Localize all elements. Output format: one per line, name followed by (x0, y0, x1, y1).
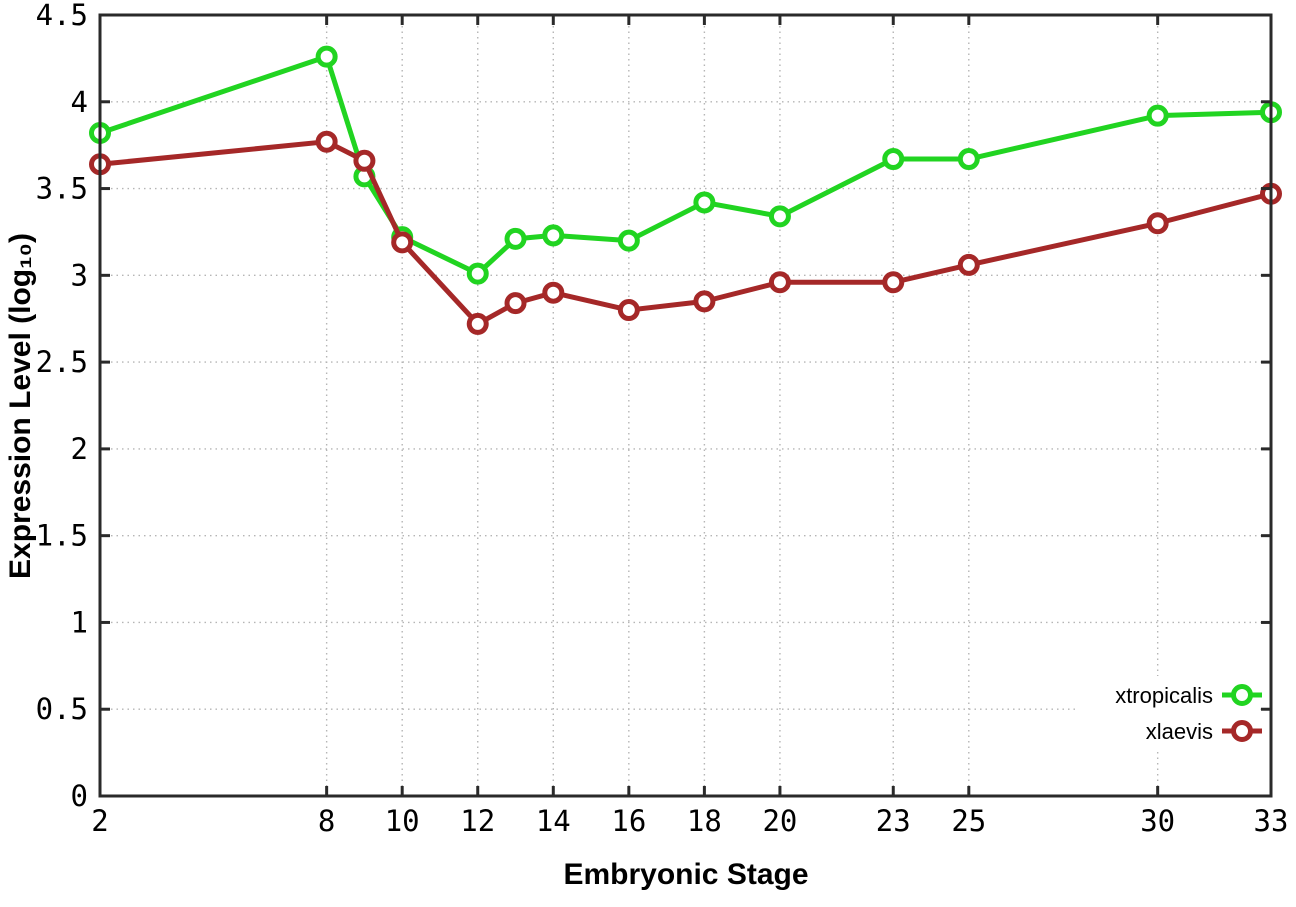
data-point-xlaevis (617, 299, 640, 322)
y-tick-label: 4.5 (36, 0, 88, 32)
data-point-xlaevis (882, 271, 905, 294)
legend-marker-xlaevis (1231, 720, 1253, 742)
y-tick-label: 1 (71, 605, 88, 639)
y-tick-label: 0 (71, 779, 88, 813)
y-axis-label: Expression Level (log₁₀) (4, 233, 37, 579)
x-tick-label: 2 (91, 804, 108, 838)
data-point-xlaevis (315, 130, 338, 153)
data-point-xtropicalis (693, 191, 716, 214)
series-line-xtropicalis (97, 54, 1274, 277)
y-tick-label: 2 (71, 432, 88, 466)
data-point-xtropicalis (504, 227, 527, 250)
x-tick-label: 33 (1254, 804, 1289, 838)
y-tick-label: 0.5 (36, 692, 88, 726)
data-point-xlaevis (957, 253, 980, 276)
legend-layer: xtropicalis xlaevis (1115, 683, 1262, 744)
x-tick-label: 30 (1140, 804, 1175, 838)
y-tick-label: 2.5 (36, 345, 88, 379)
data-point-xlaevis (1146, 212, 1169, 235)
series-layer (89, 45, 1282, 335)
tick-label-layer: 2 8 10 12 14 16 18 20 23 25 30 33 0 0.5 1 1.5 2 2.5 3 3.5 4 4… (36, 0, 1289, 838)
y-tick-label: 3.5 (36, 172, 88, 206)
legend-marker-xtropicalis (1231, 684, 1253, 706)
data-point-xlaevis (391, 231, 414, 254)
x-tick-label: 14 (536, 804, 571, 838)
axis-layer (98, 13, 1273, 798)
data-point-xtropicalis (617, 229, 640, 252)
data-point-xtropicalis (466, 262, 489, 285)
plot-border (98, 13, 1273, 798)
data-point-xlaevis (353, 149, 376, 172)
data-point-xlaevis (504, 292, 527, 315)
y-tick-label: 1.5 (36, 519, 88, 553)
x-tick-label: 23 (876, 804, 911, 838)
y-tick-label: 3 (71, 258, 88, 292)
x-tick-label: 8 (318, 804, 335, 838)
data-point-xlaevis (466, 312, 489, 335)
x-axis-label: Embryonic Stage (563, 858, 808, 891)
legend-backing-layer (1076, 676, 1260, 752)
y-tick-label: 4 (71, 85, 88, 119)
data-point-xtropicalis (882, 148, 905, 171)
data-point-xtropicalis (542, 224, 565, 247)
x-tick-label: 20 (762, 804, 797, 838)
data-point-xtropicalis (315, 45, 338, 68)
x-tick-label: 18 (687, 804, 722, 838)
x-tick-label: 16 (611, 804, 646, 838)
data-point-xtropicalis (768, 205, 791, 228)
data-point-xlaevis (542, 281, 565, 304)
data-point-xlaevis (693, 290, 716, 313)
legend-label-xtropicalis: xtropicalis (1115, 683, 1213, 708)
series-line-xlaevis (97, 139, 1274, 327)
data-point-xtropicalis (1146, 104, 1169, 127)
data-point-xlaevis (768, 271, 791, 294)
data-point-xtropicalis (957, 148, 980, 171)
legend-label-xlaevis: xlaevis (1146, 719, 1213, 744)
x-tick-label: 10 (385, 804, 420, 838)
x-tick-label: 25 (951, 804, 986, 838)
x-tick-label: 12 (460, 804, 495, 838)
legend-backing (1076, 676, 1260, 752)
